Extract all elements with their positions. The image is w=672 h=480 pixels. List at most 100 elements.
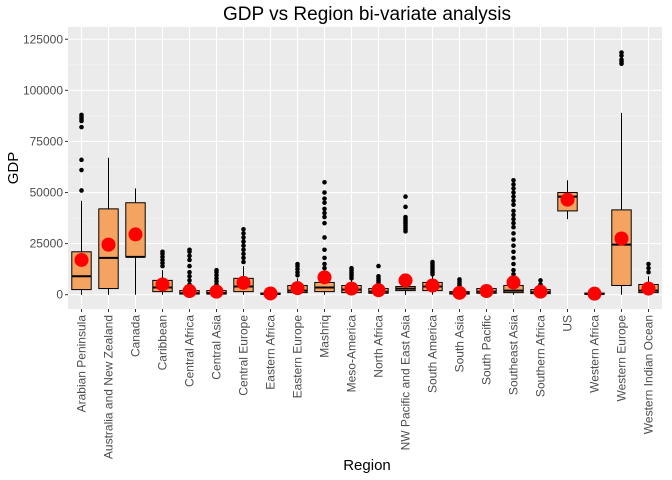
box-group [368,263,389,298]
box-outlier-point [187,278,192,283]
box-outlier-point [511,194,516,199]
box-mean-point [101,237,116,252]
box-mean-point [209,284,224,299]
box-outlier-point [538,278,543,283]
x-tick-label: US [561,315,575,332]
box-outlier-point [322,255,327,261]
box-group [611,50,632,295]
box-mean-point [425,278,440,293]
x-tick-label: Western Africa [588,315,602,393]
box-outlier-point [241,251,246,257]
box-mean-point [263,286,278,301]
box-outlier-point [322,261,327,267]
box-group [449,277,470,300]
box-outlier-point [619,50,624,55]
box-outlier-point [214,267,219,273]
box-group [314,180,335,295]
box-outlier-point [511,198,516,203]
x-tick-label: NW Pacific and East Asia [399,315,413,451]
box-mean-point [506,275,521,290]
box-outlier-point [511,202,516,208]
box-group [71,112,92,295]
box-mean-point [236,275,251,290]
box-mean-point [398,273,413,288]
box-outlier-point [241,239,246,244]
box-outlier-point [511,190,516,195]
box-group [503,177,524,295]
x-tick-label: Eastern Africa [264,315,278,390]
box-outlier-point [241,231,246,236]
y-tick-label: 0 [56,288,63,302]
box-outlier-point [79,112,84,118]
box-outlier-point [241,255,246,261]
x-tick-label: North Africa [372,315,386,378]
box-outlier-point [187,257,192,263]
box-group [179,247,200,299]
x-tick-label: Central Africa [183,315,197,387]
box-outlier-point [322,190,327,195]
y-tick-label: 50000 [30,186,64,200]
box-mean-point [533,284,548,299]
box-outlier-point [646,261,651,267]
plot-panel [68,27,662,309]
x-tick-label: Western Indian Ocean [642,315,656,434]
box-group [476,284,497,299]
box-outlier-point [511,208,516,214]
box-outlier-point [241,235,246,240]
box-group [152,249,173,295]
box-mean-point [182,284,197,299]
x-tick-label: South Pacific [480,315,494,385]
box-outlier-point [376,263,381,269]
box-group [260,286,281,301]
box-outlier-point [511,224,516,230]
box-mean-point [641,281,656,296]
box-outlier-point [322,220,327,226]
box-outlier-point [511,231,516,236]
box-outlier-point [187,247,192,253]
box-group [233,227,254,295]
box-outlier-point [511,255,516,261]
x-axis: Arabian Peninsula Australia and New Zeala… [75,309,656,459]
x-tick-label: Meso-America [345,315,359,393]
box-outlier-point [322,247,327,253]
box-outlier-point [322,200,327,206]
box-outlier-point [511,216,516,222]
box-outlier-point [646,265,651,271]
box-outlier-point [295,261,300,267]
box-series [71,50,659,301]
box-outlier-point [646,269,651,275]
box-outlier-point [322,196,327,201]
box-outlier-point [511,237,516,242]
box-outlier-point [322,180,327,185]
box-outlier-point [79,167,84,173]
box-group [422,259,443,295]
y-axis: 0 25000 50000 75000 100000 125000 [23,32,68,302]
box-group [638,261,659,296]
x-tick-label: Central Europe [237,315,251,396]
x-tick-label: Caribbean [156,315,170,370]
box-outlier-point [511,249,516,255]
box-outlier-point [322,265,327,271]
x-tick-label: Arabian Peninsula [75,315,89,413]
x-tick-label: Australia and New Zealand [102,315,116,459]
x-tick-label: Southern Africa [534,315,548,397]
box-mean-point [479,284,494,299]
box-outlier-point [511,267,516,273]
y-tick-label: 100000 [23,83,63,97]
box-outlier-point [187,263,192,269]
box-outlier-point [511,182,516,187]
box-group [557,180,578,220]
box-outlier-point [160,249,165,255]
box-outlier-point [511,186,516,191]
x-tick-label: Southeast Asia [507,315,521,395]
x-tick-label: Western Europe [615,315,629,402]
x-tick-label: Mashriq [318,315,332,358]
box-outlier-point [79,188,84,193]
box-outlier-point [187,253,192,259]
box-outlier-point [322,210,327,216]
x-axis-title: Region [343,457,391,474]
box-outlier-point [322,214,327,220]
box-outlier-point [511,177,516,183]
box-outlier-point [619,57,624,62]
